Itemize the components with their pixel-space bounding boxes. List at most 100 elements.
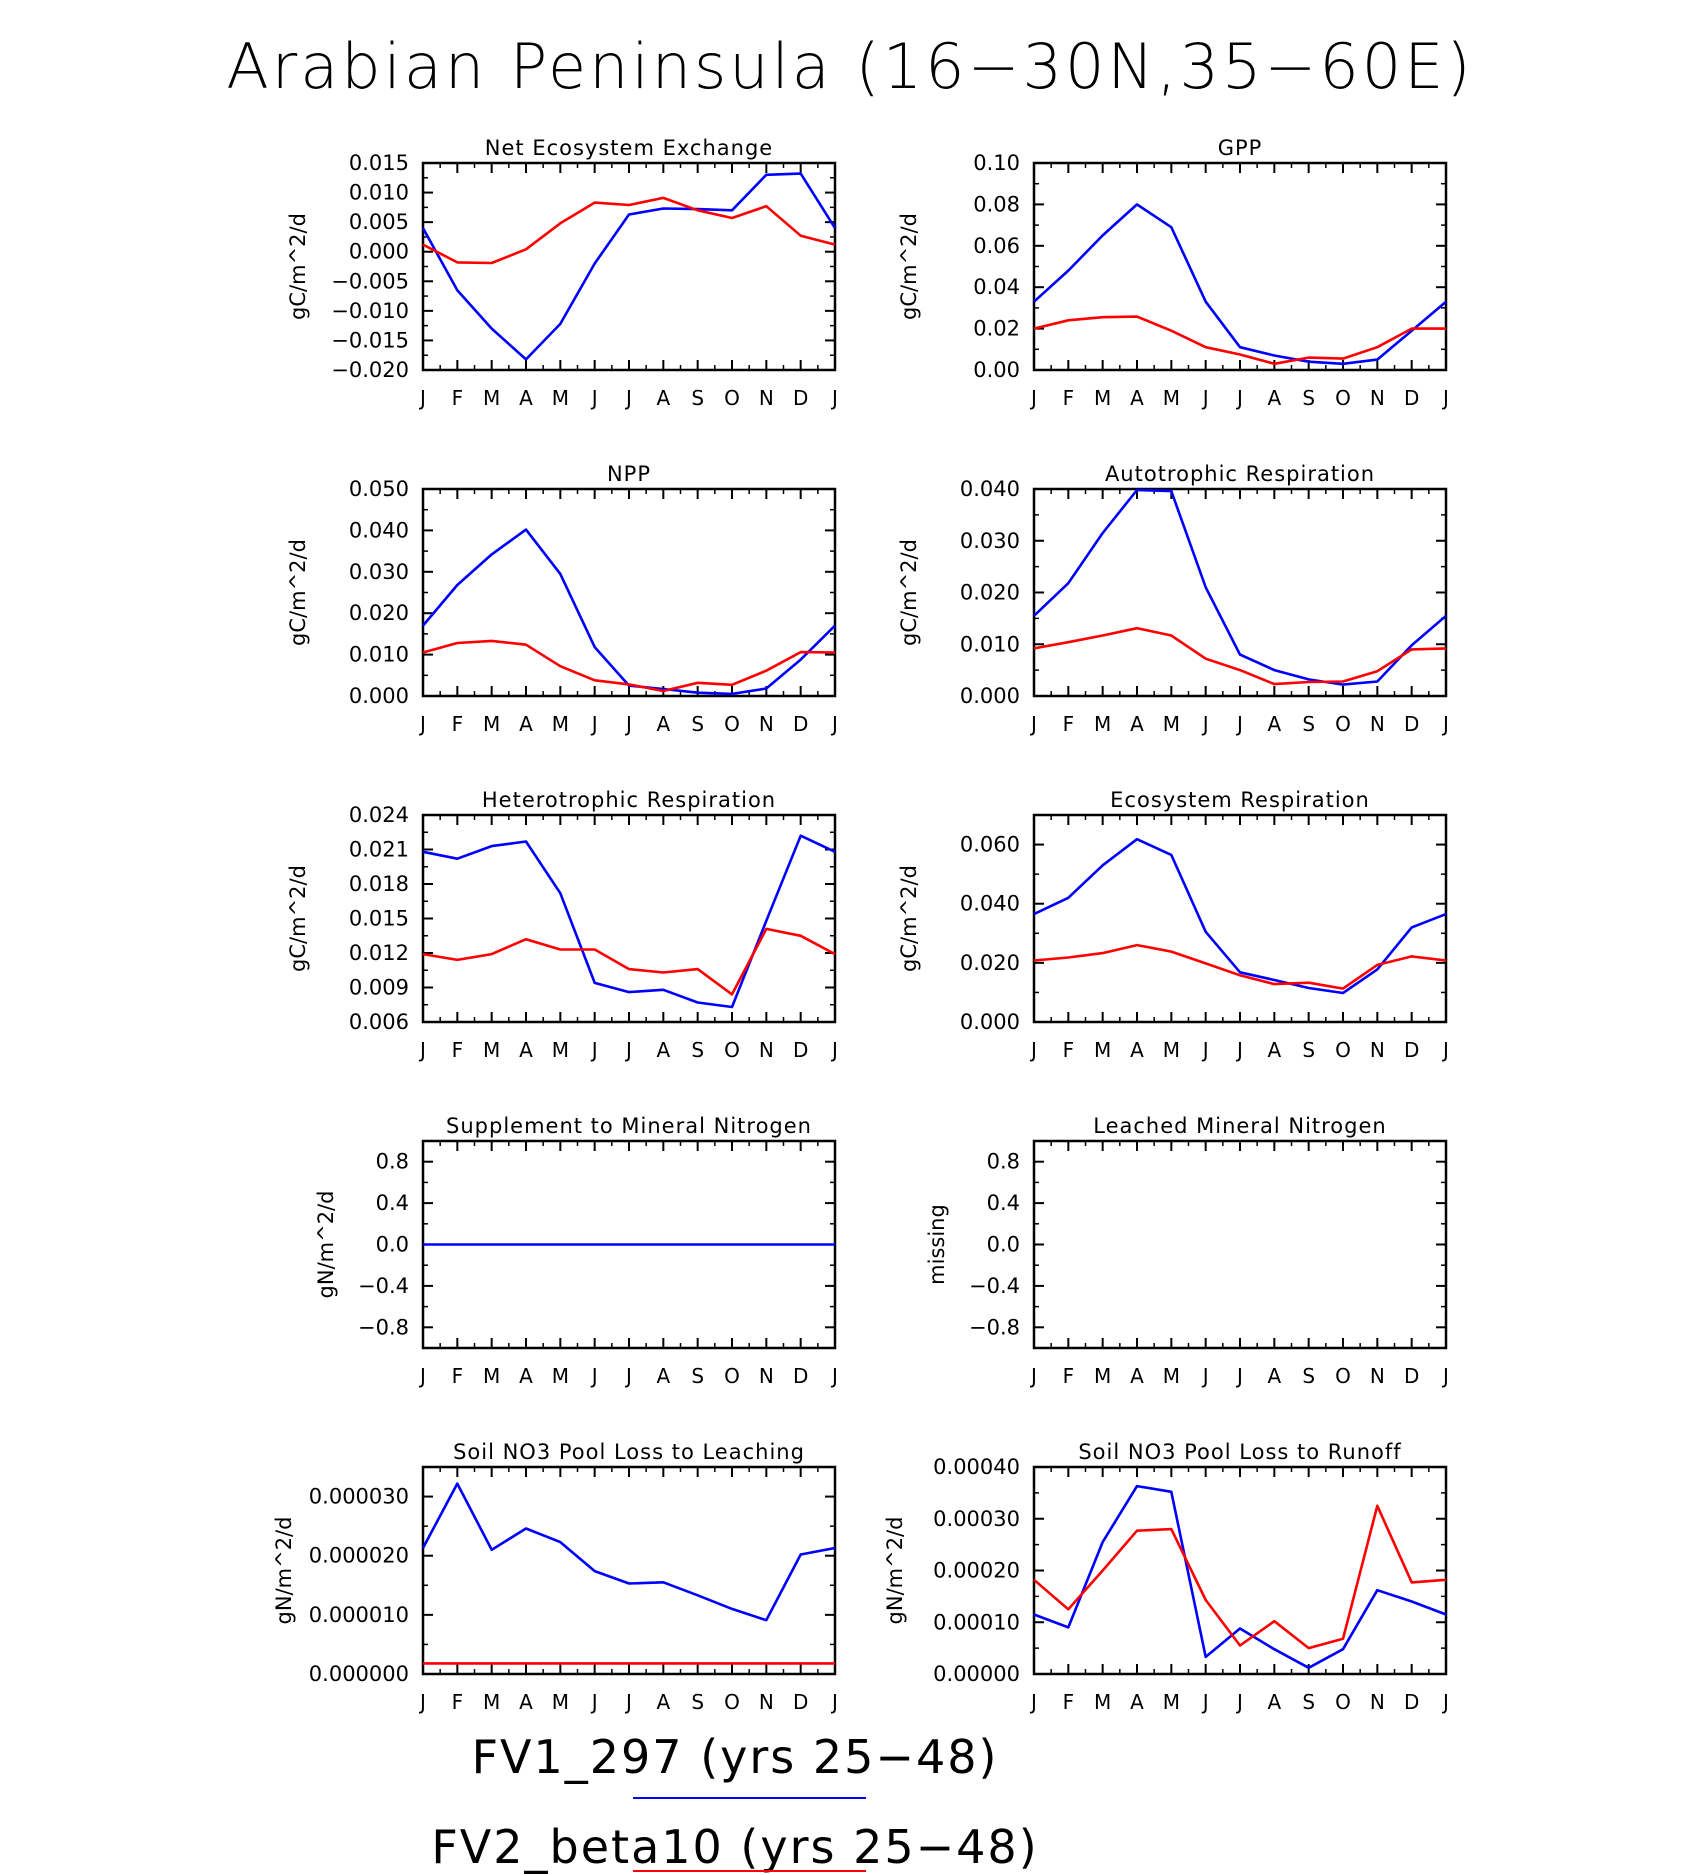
y-axis-label: gC/m^2/d <box>286 539 310 646</box>
chart-title: Heterotrophic Respiration <box>482 788 776 812</box>
x-tick-label: M <box>1163 1690 1180 1714</box>
x-tick-label: J <box>1235 712 1243 736</box>
x-tick-label: M <box>552 386 569 410</box>
x-tick-label: M <box>1163 386 1180 410</box>
y-tick-label: −0.020 <box>331 358 409 382</box>
y-tick-label: 0.000000 <box>309 1662 409 1686</box>
x-tick-label: M <box>483 1038 500 1062</box>
y-tick-label: −0.4 <box>969 1274 1020 1298</box>
y-tick-label: 0.00030 <box>933 1507 1020 1531</box>
y-tick-label: 0.060 <box>960 833 1020 857</box>
y-tick-label: 0.006 <box>349 1010 409 1034</box>
legend-line-2 <box>633 1870 866 1872</box>
y-tick-label: 0.000010 <box>309 1603 409 1627</box>
x-tick-label: F <box>1063 1038 1075 1062</box>
y-tick-label: 0.040 <box>960 477 1020 501</box>
x-tick-label: A <box>656 386 670 410</box>
x-tick-label: A <box>1267 712 1281 736</box>
y-tick-label: 0.005 <box>349 210 409 234</box>
chart-title: Autotrophic Respiration <box>1105 462 1375 486</box>
x-tick-label: D <box>793 386 808 410</box>
series-line-fv2 <box>1033 626 1447 686</box>
x-tick-label: J <box>624 1690 632 1714</box>
x-tick-label: A <box>1267 1690 1281 1714</box>
y-tick-label: 0.012 <box>349 941 409 965</box>
x-tick-label: J <box>1201 386 1209 410</box>
chart-title: Leached Mineral Nitrogen <box>1093 1114 1386 1138</box>
x-tick-label: S <box>691 712 704 736</box>
series-line-fv2 <box>1033 943 1447 990</box>
x-tick-label: J <box>590 1038 598 1062</box>
y-tick-label: 0.010 <box>349 181 409 205</box>
x-tick-label: A <box>1130 1038 1144 1062</box>
x-tick-label: M <box>1094 1038 1111 1062</box>
x-tick-label: J <box>1235 1038 1243 1062</box>
x-tick-label: J <box>1235 386 1243 410</box>
x-tick-label: A <box>519 1364 533 1388</box>
x-tick-label: S <box>1302 1364 1315 1388</box>
x-tick-label: D <box>1404 1364 1419 1388</box>
x-tick-label: A <box>519 1038 533 1062</box>
legend-entry-1: FV1_297 (yrs 25−48) <box>471 1730 999 1784</box>
x-tick-label: M <box>552 1364 569 1388</box>
chart-title: Soil NO3 Pool Loss to Runoff <box>1078 1440 1401 1464</box>
y-tick-label: 0.021 <box>349 838 409 862</box>
x-tick-label: M <box>1094 386 1111 410</box>
x-tick-label: N <box>1370 386 1385 410</box>
series-line-fv1 <box>421 1482 836 1622</box>
x-tick-label: O <box>724 386 740 410</box>
x-tick-label: D <box>1404 712 1419 736</box>
plot-frame <box>1032 1139 1448 1350</box>
x-tick-label: J <box>418 1038 426 1062</box>
chart-title: NPP <box>607 462 651 486</box>
y-tick-label: 0.024 <box>349 803 409 827</box>
y-tick-label: 0.040 <box>349 518 409 542</box>
y-tick-label: 0.00 <box>973 358 1020 382</box>
x-tick-label: A <box>656 712 670 736</box>
y-axis-label: gN/m^2/d <box>883 1517 907 1625</box>
y-axis-label: missing <box>925 1204 949 1285</box>
chart-title: Supplement to Mineral Nitrogen <box>446 1114 812 1138</box>
x-tick-label: J <box>1029 1364 1037 1388</box>
x-tick-label: M <box>1163 1364 1180 1388</box>
x-tick-label: J <box>1029 1690 1037 1714</box>
x-tick-label: J <box>1441 1038 1449 1062</box>
series-line-fv2 <box>1033 315 1446 366</box>
plot-frame <box>1032 1465 1448 1676</box>
y-axis-label: gC/m^2/d <box>286 865 310 972</box>
x-tick-label: J <box>590 1690 598 1714</box>
x-tick-label: O <box>1335 1690 1351 1714</box>
x-tick-label: J <box>624 1364 632 1388</box>
x-tick-label: J <box>830 1038 838 1062</box>
y-tick-label: 0.04 <box>973 275 1020 299</box>
x-tick-label: J <box>418 712 426 736</box>
x-tick-label: J <box>590 1364 598 1388</box>
y-tick-label: 0.020 <box>960 951 1020 975</box>
x-tick-label: A <box>519 1690 533 1714</box>
y-axis-label: gC/m^2/d <box>286 213 310 320</box>
x-tick-label: N <box>1370 1364 1385 1388</box>
x-tick-label: S <box>691 1690 704 1714</box>
y-tick-label: 0.02 <box>973 317 1020 341</box>
x-tick-label: J <box>418 1690 426 1714</box>
series-line-fv1 <box>1033 203 1447 366</box>
y-tick-label: 0.8 <box>987 1150 1020 1174</box>
plot-frame <box>1032 487 1448 698</box>
x-tick-label: J <box>1441 712 1449 736</box>
x-tick-label: N <box>759 1690 774 1714</box>
x-tick-label: J <box>590 386 598 410</box>
x-tick-label: A <box>519 712 533 736</box>
x-tick-label: M <box>1094 1364 1111 1388</box>
plot-frame <box>1032 813 1448 1024</box>
x-tick-label: S <box>1302 386 1315 410</box>
x-tick-label: F <box>452 1364 464 1388</box>
y-tick-label: −0.005 <box>331 269 409 293</box>
x-tick-label: M <box>483 1690 500 1714</box>
x-tick-label: O <box>1335 1038 1351 1062</box>
x-tick-label: S <box>691 1038 704 1062</box>
y-tick-label: 0.010 <box>960 632 1020 656</box>
